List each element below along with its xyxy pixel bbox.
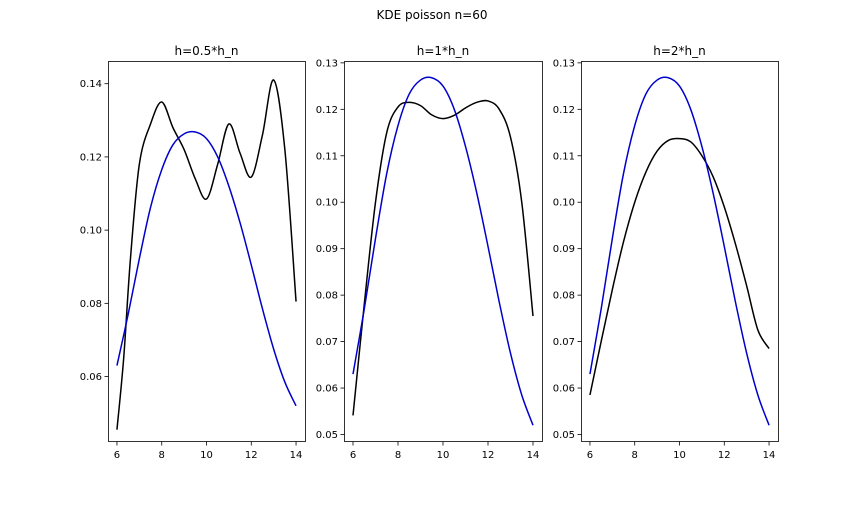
x-tick-label: 14	[290, 450, 303, 461]
x-tick-label: 10	[673, 450, 686, 461]
y-tick-label: 0.11	[553, 151, 575, 162]
x-tick-label: 14	[527, 450, 540, 461]
y-tick-label: 0.12	[316, 105, 338, 116]
series-line-2	[589, 76, 770, 426]
y-tick-label: 0.11	[316, 151, 338, 162]
y-tick-label: 0.14	[80, 79, 102, 90]
y-tick-label: 0.10	[80, 226, 102, 237]
x-tick-label: 10	[437, 450, 450, 461]
series-line-1	[352, 99, 534, 416]
x-tick-label: 8	[159, 450, 165, 461]
y-tick-label: 0.08	[553, 291, 575, 302]
y-tick-label: 0.05	[316, 430, 338, 441]
x-tick-label: 6	[350, 450, 356, 461]
axes-frame	[581, 61, 779, 442]
subplot-3: 6 8 10 12 14 0.05 0.06 0.07 0.08 0.09 0.10 0.11 0.12…	[553, 44, 779, 461]
y-tick-label: 0.12	[80, 152, 102, 163]
y-tick-label: 0.12	[553, 105, 575, 116]
y-tick-label: 0.07	[553, 337, 575, 348]
x-tick-label: 14	[763, 450, 776, 461]
x-tick-label: 12	[245, 450, 258, 461]
subplot-1: 6 8 10 12 14 0.06 0.08 0.10 0.12 0.14 h=0.5*h_n	[80, 44, 306, 461]
x-tick-label: 10	[200, 450, 213, 461]
y-tick-label: 0.06	[553, 384, 575, 395]
y-tick-label: 0.06	[316, 384, 338, 395]
y-tick-label: 0.13	[316, 58, 338, 69]
series-line-2	[352, 76, 534, 426]
x-tick-label: 8	[395, 450, 401, 461]
y-tick-label: 0.08	[80, 299, 102, 310]
series-line-2	[116, 130, 297, 407]
subplot-title: h=1*h_n	[417, 44, 470, 58]
y-tick-label: 0.07	[316, 337, 338, 348]
x-tick-label: 8	[632, 450, 638, 461]
y-tick-label: 0.09	[316, 244, 338, 255]
figure-title: KDE poisson n=60	[376, 8, 488, 22]
subplot-2: 6 8 10 12 14 0.05 0.06 0.07 0.08 0.09 0.10 0.11 0.12…	[316, 44, 543, 461]
y-tick-label: 0.05	[553, 430, 575, 441]
axes-frame	[344, 61, 543, 442]
subplot-title: h=0.5*h_n	[175, 44, 239, 58]
axes-frame	[108, 61, 306, 442]
x-tick-label: 12	[482, 450, 495, 461]
y-tick-label: 0.10	[316, 198, 338, 209]
y-tick-label: 0.06	[80, 372, 102, 383]
series-line-1	[589, 137, 770, 396]
y-tick-label: 0.08	[316, 291, 338, 302]
y-tick-label: 0.10	[553, 198, 575, 209]
series-line-1	[116, 79, 297, 430]
x-tick-label: 6	[587, 450, 593, 461]
subplot-title: h=2*h_n	[653, 44, 706, 58]
x-tick-label: 12	[718, 450, 731, 461]
x-tick-label: 6	[114, 450, 120, 461]
y-tick-label: 0.09	[553, 244, 575, 255]
y-tick-label: 0.13	[553, 58, 575, 69]
